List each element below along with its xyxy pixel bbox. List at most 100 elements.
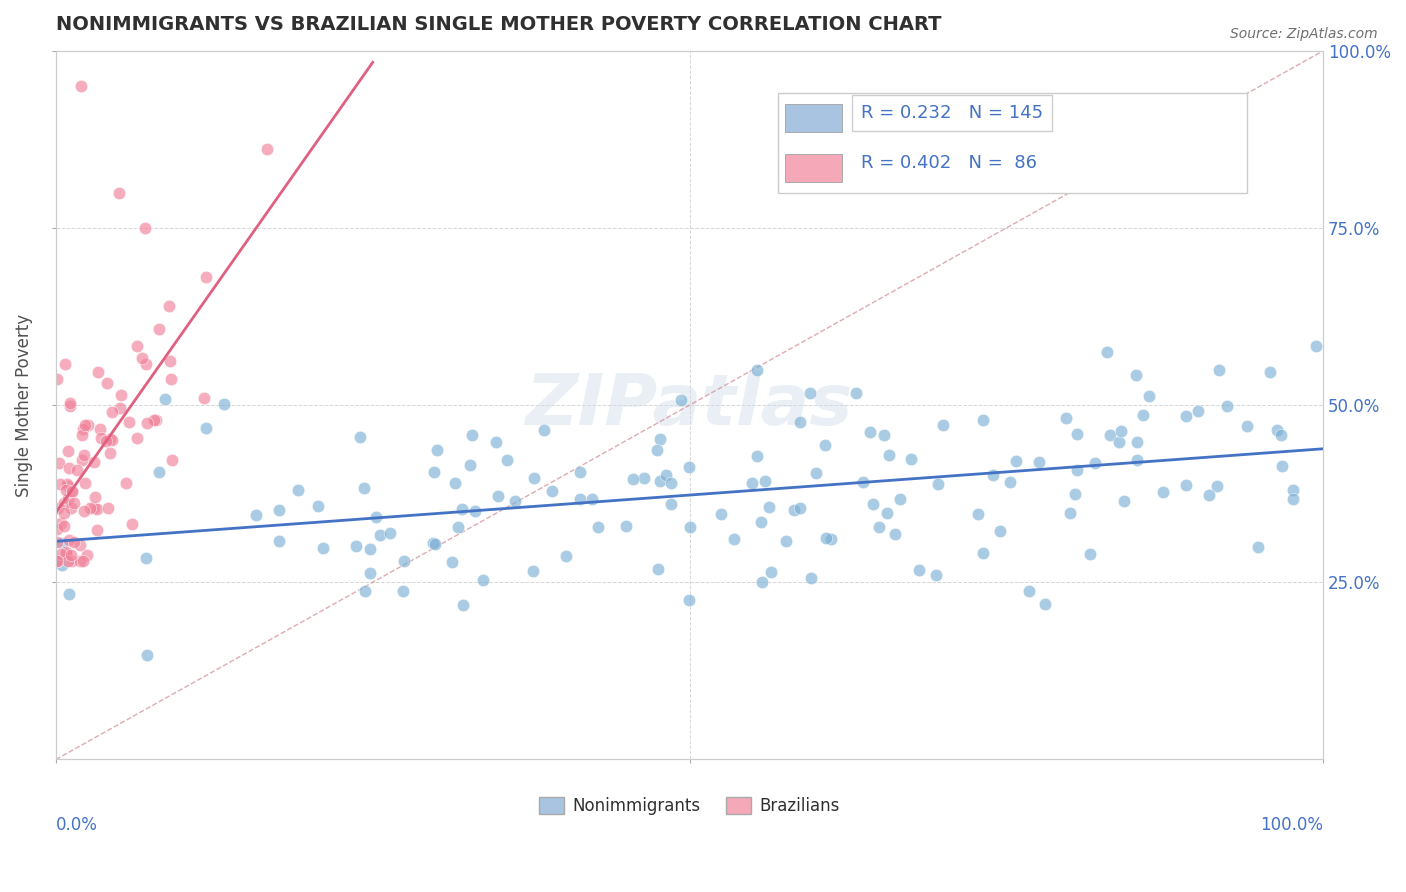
Point <box>83 455 105 469</box>
Point <box>267 502 290 516</box>
Point <box>503 494 526 508</box>
Point <box>51 516 73 531</box>
Point <box>1305 339 1327 353</box>
Point <box>110 387 132 401</box>
Point <box>852 475 875 490</box>
Point <box>1126 434 1149 449</box>
Point <box>1132 408 1154 422</box>
Point <box>55 476 77 491</box>
Point <box>554 549 576 563</box>
Point <box>533 423 555 437</box>
Point <box>422 536 444 550</box>
Point <box>58 533 80 547</box>
Point <box>710 507 733 521</box>
Text: Source: ZipAtlas.com: Source: ZipAtlas.com <box>1230 27 1378 41</box>
Point <box>58 461 80 475</box>
Point <box>60 484 83 499</box>
Point <box>94 434 117 448</box>
Point <box>440 555 463 569</box>
Point <box>391 584 413 599</box>
Point <box>745 449 768 463</box>
Point <box>990 524 1012 539</box>
Point <box>1282 492 1305 507</box>
Point <box>256 142 278 156</box>
Point <box>72 554 94 568</box>
Point <box>159 353 181 368</box>
Point <box>783 502 806 516</box>
Point <box>655 467 678 482</box>
Legend: Nonimmigrants, Brazilians: Nonimmigrants, Brazilians <box>533 790 846 822</box>
Point <box>472 573 495 587</box>
FancyBboxPatch shape <box>785 104 842 132</box>
Point <box>307 499 329 513</box>
Point <box>269 533 291 548</box>
Point <box>1099 428 1122 442</box>
Point <box>75 475 97 490</box>
Point <box>749 515 772 529</box>
Point <box>45 522 67 536</box>
Point <box>97 500 120 515</box>
Point <box>1198 488 1220 502</box>
Point <box>1066 463 1088 477</box>
Point <box>460 428 482 442</box>
Point <box>799 386 821 401</box>
Point <box>889 492 911 507</box>
Point <box>344 539 367 553</box>
Point <box>70 453 93 467</box>
Point <box>775 534 797 549</box>
Y-axis label: Single Mother Poverty: Single Mother Poverty <box>15 314 32 497</box>
Point <box>648 475 671 489</box>
Point <box>586 520 609 534</box>
Point <box>136 416 159 430</box>
Point <box>69 554 91 568</box>
Point <box>972 546 994 560</box>
Point <box>160 453 183 467</box>
Point <box>1270 427 1292 442</box>
Point <box>70 79 93 94</box>
Point <box>51 558 73 573</box>
Point <box>135 648 157 662</box>
Point <box>60 548 83 562</box>
Point <box>157 299 180 313</box>
Point <box>1054 411 1077 425</box>
Point <box>972 412 994 426</box>
Point <box>148 465 170 479</box>
Point <box>751 574 773 589</box>
Point <box>195 269 218 284</box>
Point <box>820 532 842 546</box>
Point <box>1236 418 1258 433</box>
Point <box>1059 506 1081 520</box>
Point <box>659 475 682 490</box>
Point <box>614 519 637 533</box>
Point <box>758 500 780 514</box>
Point <box>90 431 112 445</box>
Text: NONIMMIGRANTS VS BRAZILIAN SINGLE MOTHER POVERTY CORRELATION CHART: NONIMMIGRANTS VS BRAZILIAN SINGLE MOTHER… <box>56 15 942 34</box>
Point <box>998 475 1021 489</box>
Point <box>359 566 381 580</box>
Point <box>56 444 79 458</box>
Point <box>723 532 745 546</box>
Point <box>523 471 546 485</box>
Point <box>1018 583 1040 598</box>
Point <box>96 376 118 391</box>
Point <box>86 523 108 537</box>
Point <box>908 563 931 577</box>
Point <box>451 598 474 612</box>
Point <box>1258 366 1281 380</box>
Point <box>883 527 905 541</box>
Point <box>1114 494 1136 508</box>
Point <box>541 484 564 499</box>
Point <box>1282 483 1305 498</box>
Point <box>450 501 472 516</box>
Point <box>1271 458 1294 473</box>
Point <box>967 508 990 522</box>
Point <box>423 465 446 479</box>
Point <box>98 445 121 459</box>
Point <box>858 425 880 439</box>
Point <box>59 396 82 410</box>
Point <box>1084 456 1107 470</box>
Point <box>312 541 335 555</box>
Point <box>193 392 215 406</box>
Text: 100.0%: 100.0% <box>1260 816 1323 834</box>
Point <box>876 506 898 520</box>
